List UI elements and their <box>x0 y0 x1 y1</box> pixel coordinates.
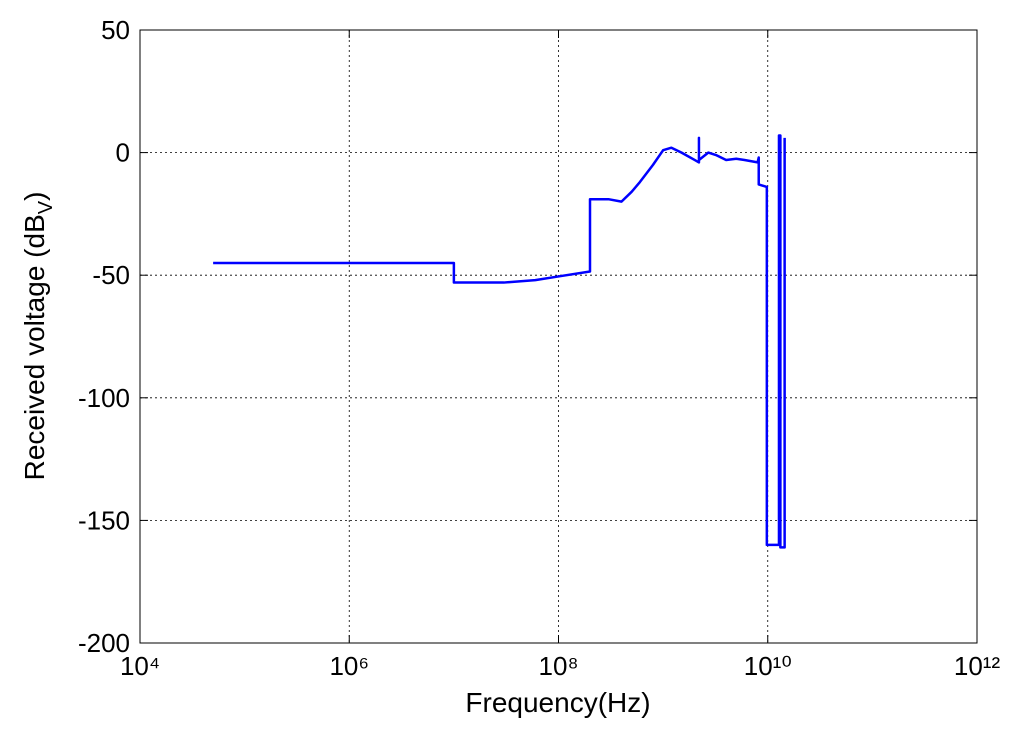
y-tick-label: -100 <box>78 383 130 413</box>
data-line <box>213 134 786 549</box>
x-tick-label: 10⁶ <box>329 651 369 681</box>
x-tick-label: 10¹⁰ <box>744 651 792 681</box>
x-tick-label: 10¹² <box>954 651 1001 681</box>
lines <box>213 134 786 549</box>
y-tick-label: -50 <box>92 260 130 290</box>
x-axis-label: Frequency(Hz) <box>465 687 650 718</box>
y-axis-label: Received voltage (dBV) <box>19 192 57 481</box>
x-tick-label: 10⁸ <box>539 651 579 681</box>
y-tick-label: 0 <box>116 138 130 168</box>
y-tick-label: 50 <box>101 15 130 45</box>
y-axis-label-text: Received voltage (dB <box>19 214 50 480</box>
y-axis-label-suffix: ) <box>19 192 50 201</box>
y-tick-label: -150 <box>78 505 130 535</box>
y-axis-label-subscript: V <box>35 200 57 214</box>
y-tick-label: -200 <box>78 628 130 658</box>
x-tick-label: 10⁴ <box>120 651 160 681</box>
ticks: 10⁴ 10⁶ 10⁸ 10¹⁰ 10¹² -200 -150 -100 -50 0 50 <box>78 15 1001 681</box>
